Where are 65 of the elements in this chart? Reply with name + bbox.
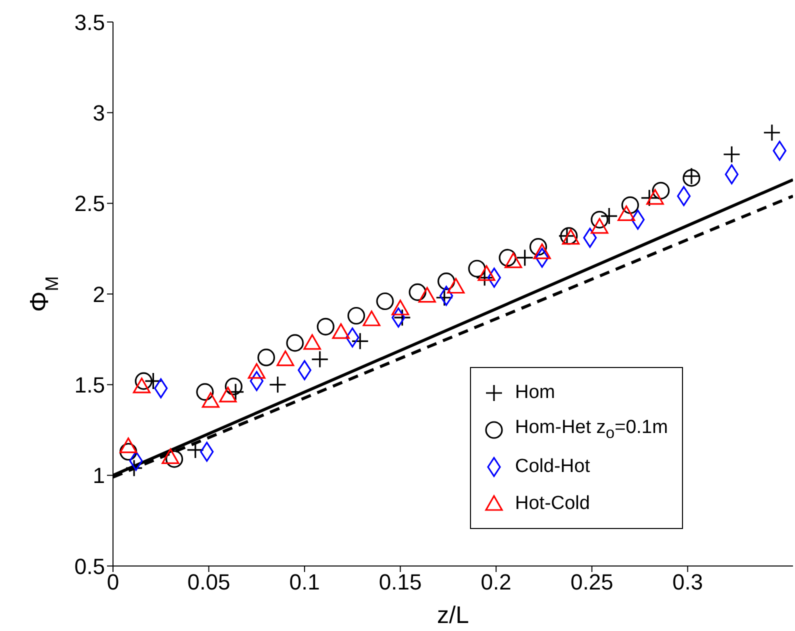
- point: [311, 350, 329, 368]
- point: [362, 310, 380, 326]
- point: [498, 248, 516, 267]
- y-tick-label: 0.5: [74, 554, 105, 579]
- point: [196, 383, 214, 401]
- point: [132, 378, 151, 394]
- point: [120, 442, 138, 461]
- point: [408, 283, 426, 301]
- y-tick-label: 3: [92, 100, 105, 126]
- x-tick-label: 0: [106, 570, 120, 595]
- x-tick-label: 0.15: [378, 570, 422, 595]
- point: [248, 363, 266, 379]
- point: [303, 334, 322, 350]
- point: [276, 350, 294, 366]
- point: [621, 196, 639, 214]
- point: [437, 272, 456, 290]
- x-tick-label: 0.25: [570, 570, 614, 595]
- point: [478, 265, 496, 281]
- point: [529, 238, 548, 256]
- point: [418, 287, 436, 303]
- point: [257, 348, 276, 366]
- x-tick-label: 0.2: [480, 570, 512, 595]
- point: [722, 146, 741, 164]
- y-tick-label: 3.5: [74, 10, 105, 35]
- point: [316, 318, 334, 336]
- point: [646, 189, 664, 205]
- point: [351, 332, 369, 350]
- point: [268, 376, 287, 394]
- point: [447, 278, 465, 294]
- point: [468, 260, 486, 278]
- point: [224, 378, 242, 396]
- x-tick-label: 0.05: [187, 570, 230, 595]
- point: [724, 164, 739, 184]
- legend-label: Cold-Hot: [515, 456, 590, 478]
- point: [590, 210, 608, 228]
- x-tick-label: 0.3: [672, 570, 703, 595]
- point: [590, 218, 608, 234]
- point: [120, 438, 138, 454]
- point: [376, 292, 394, 310]
- legend-label: Hom: [515, 382, 556, 404]
- y-tick-label: 2: [92, 282, 105, 307]
- point: [392, 300, 410, 316]
- point: [219, 386, 237, 402]
- y-tick-label: 1: [92, 463, 105, 488]
- point: [144, 372, 162, 390]
- point: [652, 182, 670, 200]
- point: [165, 450, 184, 468]
- point: [202, 392, 220, 408]
- point: [516, 248, 534, 267]
- y-tick-label: 2.5: [74, 191, 105, 216]
- point: [347, 306, 366, 325]
- point: [162, 448, 180, 464]
- point: [504, 252, 522, 268]
- legend-label: Hot-Cold: [515, 492, 590, 514]
- point: [286, 334, 304, 352]
- x-axis-title: z/L: [436, 602, 470, 629]
- point: [533, 243, 551, 260]
- point: [332, 323, 350, 339]
- legend-label: Hom-Het z$_{o}$=0.1m: [515, 416, 668, 442]
- point: [763, 124, 781, 142]
- x-tick-label: 0.1: [289, 570, 320, 595]
- point: [134, 372, 152, 390]
- point: [618, 205, 636, 222]
- point: [439, 286, 454, 306]
- y-tick-label: 1.5: [74, 372, 105, 398]
